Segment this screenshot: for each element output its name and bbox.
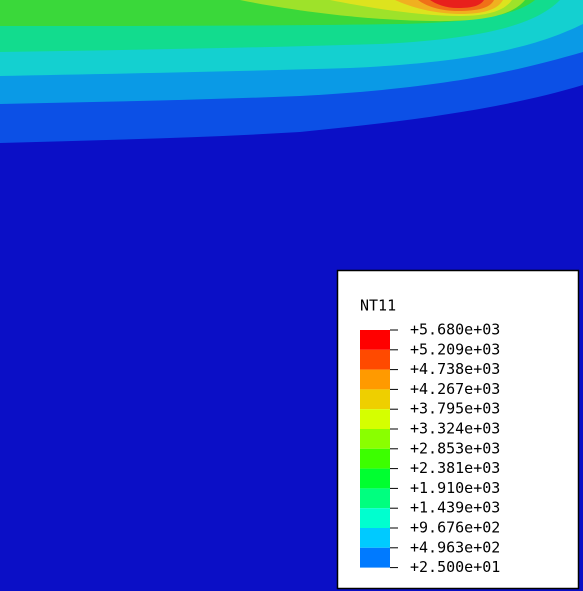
legend-label: +5.209e+03 (410, 340, 500, 358)
legend-label: +4.267e+03 (410, 380, 500, 398)
legend-swatch (360, 389, 390, 410)
legend-label: +4.963e+02 (410, 538, 500, 556)
legend-title: NT11 (360, 297, 396, 315)
legend-label: +5.680e+03 (410, 321, 500, 339)
band (430, 0, 484, 8)
legend-swatch (360, 547, 390, 568)
legend-swatch (360, 448, 390, 469)
legend-swatch (360, 468, 390, 489)
legend-swatch (360, 409, 390, 429)
legend-label: +3.324e+03 (410, 420, 500, 438)
legend-swatch (360, 488, 390, 509)
legend-label: +1.439e+03 (410, 499, 500, 517)
legend-label: +1.910e+03 (410, 479, 500, 497)
legend-label: +2.381e+03 (410, 459, 500, 477)
legend: NT11 +5.680e+03+5.209e+03 +4.738e+03 +4.26… (336, 269, 580, 590)
legend-label: +2.853e+03 (410, 439, 500, 457)
legend-swatch (360, 330, 390, 350)
legend-swatch (360, 349, 390, 370)
legend-label: +9.676e+02 (410, 519, 500, 537)
legend-swatch (360, 369, 390, 390)
legend-label: +3.795e+03 (410, 400, 500, 418)
legend-swatch (360, 508, 390, 528)
legend-label: +4.738e+03 (410, 360, 500, 378)
legend-swatch (360, 528, 390, 548)
legend-swatches (360, 330, 390, 568)
legend-swatch (360, 429, 390, 449)
legend-label: +2.500e+01 (410, 558, 500, 576)
legend-labels: +5.680e+03+5.209e+03 +4.738e+03 +4.267e+03… (390, 321, 500, 576)
